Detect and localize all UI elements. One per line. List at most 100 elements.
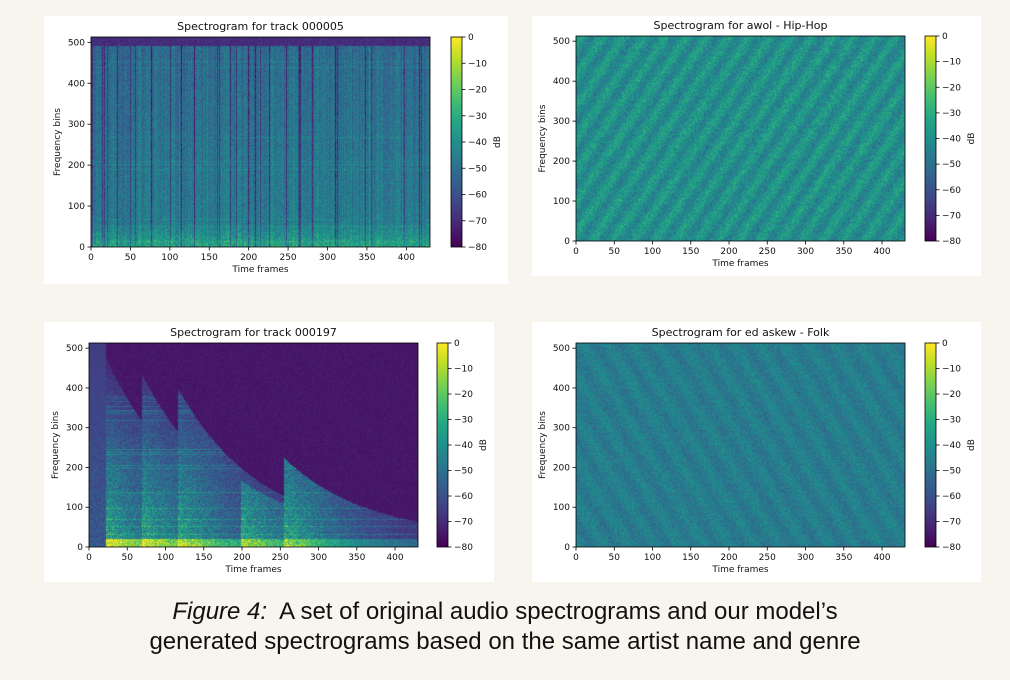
x-tick-label: 300	[797, 247, 814, 257]
colorbar-tick-label: −30	[942, 109, 961, 119]
chart-panel-3: Spectrogram for track 000197 0 50 100 150 200…	[44, 322, 494, 582]
x-tick-label: 400	[873, 247, 890, 257]
y-tick-label: 0	[564, 237, 570, 247]
y-tick-label: 0	[79, 243, 85, 253]
colorbar-tick-label: −80	[468, 243, 487, 253]
colorbar-tick-label: −30	[454, 416, 473, 426]
colorbar-tick-label: −20	[468, 86, 487, 96]
x-tick-label: 250	[759, 247, 776, 257]
chart-panel-4: Spectrogram for ed askew - Folk 0 50 100 150…	[532, 322, 981, 582]
caption-line-1: A set of original audio spectrograms and…	[279, 598, 838, 625]
colorbar-tick-label: −10	[942, 365, 961, 375]
x-tick-label: 400	[386, 553, 403, 563]
y-tick-label: 0	[564, 543, 570, 553]
colorbar-tick-label: −50	[942, 160, 961, 170]
colorbar-tick-label: 0	[468, 33, 474, 43]
y-tick-label: 400	[68, 79, 85, 89]
y-tick-label: 500	[66, 344, 83, 354]
y-tick-label: 500	[68, 38, 85, 48]
x-axis-label: Time frames	[711, 565, 769, 575]
colorbar-tick-label: −30	[942, 416, 961, 426]
colorbar-tick-label: −80	[942, 543, 961, 553]
colorbar-tick-label: −30	[468, 112, 487, 122]
colorbar-tick-label: −70	[468, 217, 487, 227]
y-tick-label: 0	[77, 543, 83, 553]
x-tick-label: 0	[86, 553, 92, 563]
y-tick-label: 400	[553, 77, 570, 87]
chart-panel-1: Spectrogram for track 000005 0 50 100 150 200…	[44, 16, 508, 284]
x-tick-label: 150	[201, 253, 218, 263]
y-tick-label: 500	[553, 344, 570, 354]
x-tick-label: 100	[161, 253, 178, 263]
x-axis-label: Time frames	[224, 565, 282, 575]
chart-title: Spectrogram for ed askew - Folk	[652, 326, 830, 339]
x-tick-label: 400	[873, 553, 890, 563]
plot-frame	[88, 342, 419, 548]
x-tick-label: 350	[835, 247, 852, 257]
x-tick-label: 250	[272, 553, 289, 563]
x-tick-label: 100	[157, 553, 174, 563]
x-tick-label: 350	[348, 553, 365, 563]
colorbar-label: dB	[967, 439, 977, 451]
x-tick-label: 200	[233, 553, 250, 563]
x-tick-label: 0	[573, 247, 579, 257]
spectrogram-heatmap	[89, 343, 418, 547]
colorbar-tick-label: −40	[942, 135, 961, 145]
y-axis-label: Frequency bins	[538, 411, 548, 479]
colorbar-tick-label: −40	[468, 138, 487, 148]
colorbar-tick-label: 0	[454, 339, 460, 349]
colorbar-label: dB	[967, 133, 977, 145]
x-tick-label: 50	[122, 553, 134, 563]
colorbar-tick-label: −60	[942, 186, 961, 196]
colorbar-label: dB	[479, 439, 489, 451]
y-tick-label: 400	[66, 384, 83, 394]
spectrogram-chart-2: Spectrogram for awol - Hip-Hop 0 50 100 150 2…	[538, 19, 977, 269]
y-tick-label: 500	[553, 37, 570, 47]
colorbar-tick-label: −10	[942, 58, 961, 68]
y-tick-label: 100	[553, 197, 570, 207]
x-tick-label: 300	[310, 553, 327, 563]
x-tick-label: 150	[682, 247, 699, 257]
colorbar-tick-label: −40	[942, 441, 961, 451]
spectrogram-chart-4: Spectrogram for ed askew - Folk 0 50 100 150…	[538, 326, 977, 575]
chart-title: Spectrogram for track 000005	[177, 20, 344, 33]
y-tick-label: 200	[553, 463, 570, 473]
x-tick-label: 100	[644, 247, 661, 257]
colorbar-tick-label: −60	[942, 492, 961, 502]
spectrogram-heatmap	[576, 36, 905, 241]
x-tick-label: 100	[644, 553, 661, 563]
colorbar-tick-label: −10	[454, 365, 473, 375]
x-tick-label: 350	[835, 553, 852, 563]
colorbar-tick-label: 0	[942, 32, 948, 42]
colorbar-tick-label: −70	[942, 211, 961, 221]
y-tick-label: 100	[66, 503, 83, 513]
y-tick-label: 300	[68, 120, 85, 130]
chart-panel-2: Spectrogram for awol - Hip-Hop 0 50 100 150 2…	[532, 16, 981, 276]
spectrogram-chart-1: Spectrogram for track 000005 0 50 100 150 200…	[53, 20, 503, 275]
colorbar-tick-label: −20	[942, 83, 961, 93]
spectrogram-heatmap	[91, 37, 430, 247]
colorbar-tick-label: −20	[454, 390, 473, 400]
x-axis-label: Time frames	[231, 265, 289, 275]
colorbar	[436, 342, 449, 548]
x-tick-label: 200	[240, 253, 257, 263]
x-tick-label: 250	[279, 253, 296, 263]
colorbar-tick-label: −80	[454, 543, 473, 553]
colorbar	[924, 342, 937, 548]
y-tick-label: 200	[66, 463, 83, 473]
y-tick-label: 200	[68, 161, 85, 171]
colorbar-label: dB	[493, 136, 503, 148]
x-tick-label: 0	[88, 253, 94, 263]
plot-frame	[575, 35, 906, 242]
x-tick-label: 200	[720, 553, 737, 563]
y-axis-label: Frequency bins	[53, 108, 63, 176]
y-tick-label: 100	[68, 202, 85, 212]
x-tick-label: 350	[358, 253, 375, 263]
colorbar-tick-label: −10	[468, 59, 487, 69]
y-tick-label: 300	[553, 117, 570, 127]
chart-title: Spectrogram for awol - Hip-Hop	[654, 19, 828, 32]
x-tick-label: 0	[573, 553, 579, 563]
x-tick-label: 50	[125, 253, 137, 263]
colorbar-tick-label: −50	[468, 164, 487, 174]
colorbar-tick-label: −40	[454, 441, 473, 451]
